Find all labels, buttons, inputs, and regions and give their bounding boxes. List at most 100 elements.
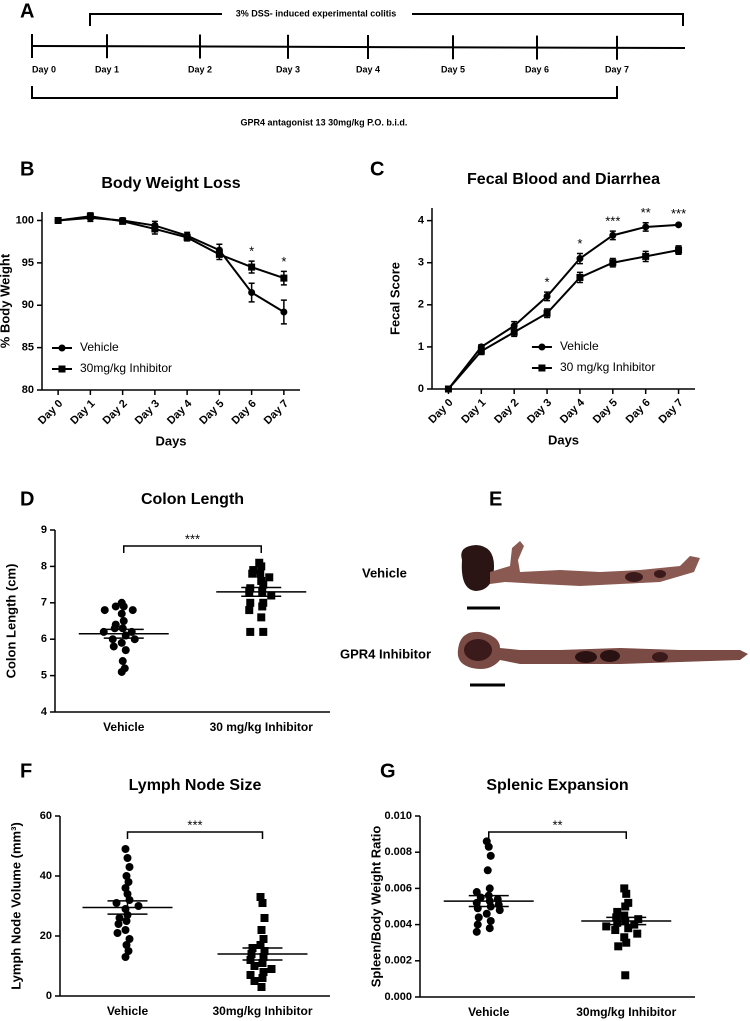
marker	[250, 977, 259, 985]
marker	[256, 941, 265, 949]
marker	[248, 263, 256, 271]
significance: *	[249, 244, 254, 259]
marker	[260, 914, 269, 922]
marker	[245, 606, 254, 615]
y-tick-label: 6	[41, 633, 47, 645]
marker	[215, 250, 223, 258]
marker	[621, 902, 630, 911]
x-tick-label: Day 1	[68, 398, 97, 427]
significance-bracket	[123, 545, 262, 553]
marker	[258, 974, 267, 982]
marker	[472, 927, 481, 936]
y-tick-label: 40	[40, 870, 52, 882]
marker	[122, 917, 131, 925]
chart-title: Colon Length	[141, 491, 244, 508]
marker	[119, 617, 128, 625]
x-tick-label: Vehicle	[107, 1004, 149, 1018]
marker	[124, 878, 133, 886]
marker	[246, 971, 255, 979]
marker	[111, 602, 120, 611]
day-label: Day 6	[525, 64, 549, 74]
y-axis-label: % Body Weight	[0, 253, 12, 348]
y-tick-label: 3	[418, 257, 424, 269]
legend-label: 30 mg/kg Inhibitor	[560, 360, 655, 374]
significance: **	[552, 817, 562, 832]
marker	[125, 935, 134, 943]
marker	[614, 942, 623, 951]
chart-title: Fecal Blood and Diarrhea	[467, 171, 660, 188]
series-line	[447, 249, 679, 390]
y-tick-label: 0.008	[384, 846, 412, 858]
photo-label: GPR4 Inhibitor	[340, 646, 431, 661]
marker	[486, 851, 495, 860]
marker	[444, 385, 452, 393]
marker	[538, 364, 546, 372]
marker	[622, 938, 631, 947]
y-tick-label: 5	[41, 670, 47, 682]
marker	[115, 914, 124, 922]
marker	[123, 854, 132, 862]
significance: ***	[605, 214, 620, 229]
legend-label: Vehicle	[80, 340, 119, 354]
y-tick-label: 7	[41, 597, 47, 609]
marker	[121, 953, 130, 961]
marker	[611, 926, 620, 935]
day-label: Day 7	[605, 64, 629, 74]
marker	[495, 906, 504, 915]
x-tick-label: Day 7	[262, 398, 291, 427]
marker	[257, 926, 266, 934]
marker	[633, 929, 642, 938]
significance: ***	[185, 531, 200, 546]
sem-bar	[107, 900, 148, 915]
marker	[117, 609, 126, 618]
marker	[58, 365, 66, 373]
marker	[259, 935, 268, 943]
marker	[117, 638, 126, 647]
marker	[86, 212, 94, 220]
marker	[622, 889, 631, 898]
marker	[183, 233, 191, 241]
marker	[113, 929, 122, 937]
marker	[620, 933, 629, 942]
marker	[125, 863, 134, 871]
y-tick-label: 0	[418, 383, 424, 395]
marker	[576, 273, 584, 281]
marker	[121, 845, 130, 853]
chart-title: Body Weight Loss	[101, 175, 240, 192]
timeline-label: GPR4 antagonist 13 30mg/kg P.O. b.i.d.	[241, 117, 408, 127]
marker	[486, 916, 495, 925]
chart-title: Splenic Expansion	[486, 777, 628, 794]
y-tick-label: 2	[418, 299, 424, 311]
marker	[483, 866, 492, 875]
significance: **	[641, 205, 651, 220]
marker	[624, 924, 633, 933]
y-tick-label: 0.000	[384, 991, 412, 1003]
marker	[280, 308, 288, 316]
significance: ***	[671, 206, 686, 221]
chart-title: Lymph Node Size	[129, 777, 262, 794]
marker	[256, 893, 265, 901]
marker	[248, 569, 257, 578]
y-tick-label: 1	[418, 341, 424, 353]
day-label: Day 3	[276, 64, 300, 74]
marker	[100, 606, 109, 615]
panel-letter: D	[20, 488, 34, 510]
y-tick-label: 4	[418, 215, 425, 227]
day-label: Day 2	[188, 64, 212, 74]
panel-letter: C	[370, 158, 384, 180]
marker	[576, 255, 584, 263]
y-tick-label: 8	[41, 560, 47, 572]
y-tick-label: 0	[46, 990, 52, 1002]
marker	[248, 289, 256, 297]
y-tick-label: 0.006	[384, 882, 412, 894]
y-tick-label: 80	[22, 384, 34, 396]
sem-bar	[241, 586, 282, 597]
marker	[114, 920, 123, 928]
marker	[602, 922, 611, 931]
marker	[473, 920, 482, 929]
marker	[118, 624, 127, 633]
marker	[121, 926, 130, 934]
x-tick-label: Day 3	[525, 397, 554, 426]
legend-label: 30mg/kg Inhibitor	[80, 361, 172, 375]
marker	[609, 259, 617, 267]
